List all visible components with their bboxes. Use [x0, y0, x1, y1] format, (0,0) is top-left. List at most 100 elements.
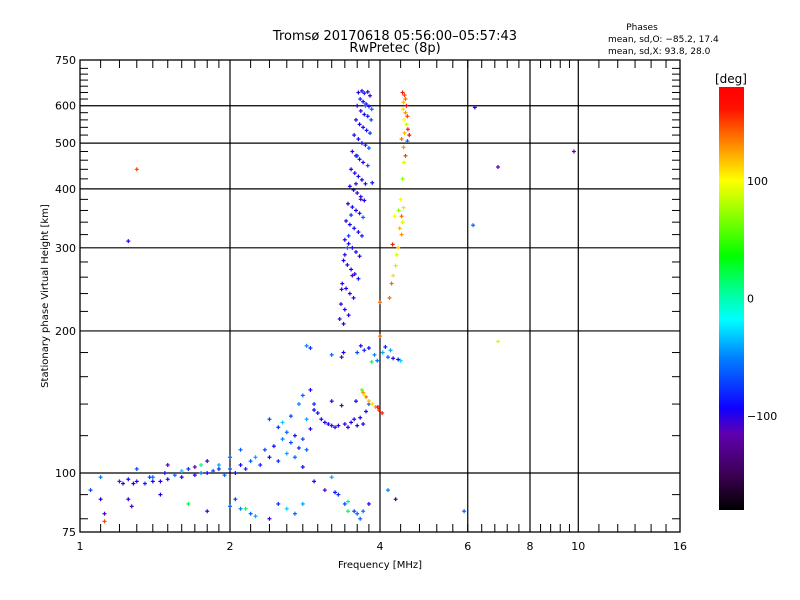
data-point — [345, 262, 350, 267]
data-point — [267, 516, 272, 521]
data-point — [267, 417, 272, 422]
data-point — [199, 471, 204, 476]
data-point — [361, 125, 366, 130]
data-point — [162, 471, 167, 476]
data-point — [462, 509, 467, 514]
data-point — [280, 420, 285, 425]
x-tick-label: 4 — [377, 540, 384, 553]
data-point — [339, 287, 344, 292]
data-point — [276, 459, 281, 464]
data-point — [134, 466, 139, 471]
data-point — [361, 215, 366, 220]
data-point — [216, 462, 221, 467]
data-point — [363, 103, 368, 108]
data-point — [238, 506, 243, 511]
data-point — [345, 499, 350, 504]
data-point — [380, 350, 385, 355]
data-point — [271, 444, 276, 449]
data-point — [353, 399, 358, 404]
data-point — [342, 307, 347, 312]
data-point — [304, 447, 309, 452]
x-tick-label: 1 — [77, 540, 84, 553]
data-point — [288, 440, 293, 445]
data-point — [346, 233, 351, 238]
colorbar-tick-labels: 100 0 −100 — [747, 175, 777, 423]
data-point — [347, 184, 352, 189]
data-point — [398, 358, 403, 363]
data-point — [319, 417, 324, 422]
data-point — [402, 93, 407, 98]
data-point — [192, 473, 197, 478]
data-point — [345, 245, 350, 250]
chart-subtitle: RwPretec (8p) — [349, 41, 440, 56]
data-point — [336, 492, 341, 497]
data-point — [262, 447, 267, 452]
data-point — [396, 208, 401, 213]
data-point — [329, 352, 334, 357]
chart-title: Tromsø 20170618 05:56:00–05:57:43 — [272, 29, 517, 44]
data-point — [402, 160, 407, 165]
data-point — [102, 519, 107, 524]
data-point — [359, 233, 364, 238]
data-point — [366, 399, 371, 404]
data-point — [344, 218, 349, 223]
data-point — [126, 477, 131, 482]
data-points — [88, 88, 576, 524]
data-point — [179, 468, 184, 473]
data-point — [339, 403, 344, 408]
data-point — [121, 481, 126, 486]
data-point — [205, 459, 210, 464]
data-point — [366, 346, 371, 351]
data-point — [126, 497, 131, 502]
data-point — [98, 475, 103, 480]
data-point — [142, 481, 147, 486]
data-point — [326, 422, 331, 427]
data-point — [304, 343, 309, 348]
y-tick-label: 750 — [55, 54, 76, 67]
data-point — [300, 437, 305, 442]
data-point — [350, 245, 355, 250]
x-axis-label: Frequency [MHz] — [338, 560, 422, 571]
data-point — [378, 300, 382, 305]
data-point — [393, 263, 398, 268]
data-point — [403, 153, 408, 158]
data-point — [378, 334, 382, 339]
x-tick-label: 10 — [571, 540, 585, 553]
data-point — [392, 214, 397, 219]
colorbar-tick-label: −100 — [747, 410, 777, 423]
data-point — [347, 222, 352, 227]
data-point — [308, 346, 313, 351]
data-point — [228, 466, 232, 471]
data-point — [349, 213, 354, 218]
data-point — [228, 504, 232, 509]
data-point — [228, 455, 232, 460]
data-point — [356, 276, 361, 281]
data-point — [405, 127, 410, 132]
data-point — [315, 411, 320, 416]
data-point — [375, 358, 380, 363]
data-point — [349, 267, 354, 272]
data-point — [350, 205, 355, 210]
data-point — [396, 357, 401, 362]
data-point — [216, 466, 221, 471]
data-point — [358, 516, 363, 521]
data-point — [380, 411, 385, 416]
data-point — [400, 90, 405, 95]
y-tick-label: 100 — [55, 467, 76, 480]
data-point — [134, 479, 139, 484]
data-point — [276, 425, 281, 430]
data-point — [391, 356, 396, 361]
data-point — [389, 281, 394, 286]
data-point — [369, 107, 374, 112]
y-tick-label: 600 — [55, 100, 76, 113]
data-point — [352, 272, 357, 277]
data-point — [342, 252, 347, 257]
data-point — [401, 100, 406, 105]
data-point — [355, 350, 360, 355]
data-point — [356, 230, 361, 235]
data-point — [405, 139, 410, 144]
data-point — [88, 488, 93, 493]
data-point — [346, 313, 351, 318]
data-point — [102, 511, 107, 516]
data-point — [472, 105, 477, 110]
